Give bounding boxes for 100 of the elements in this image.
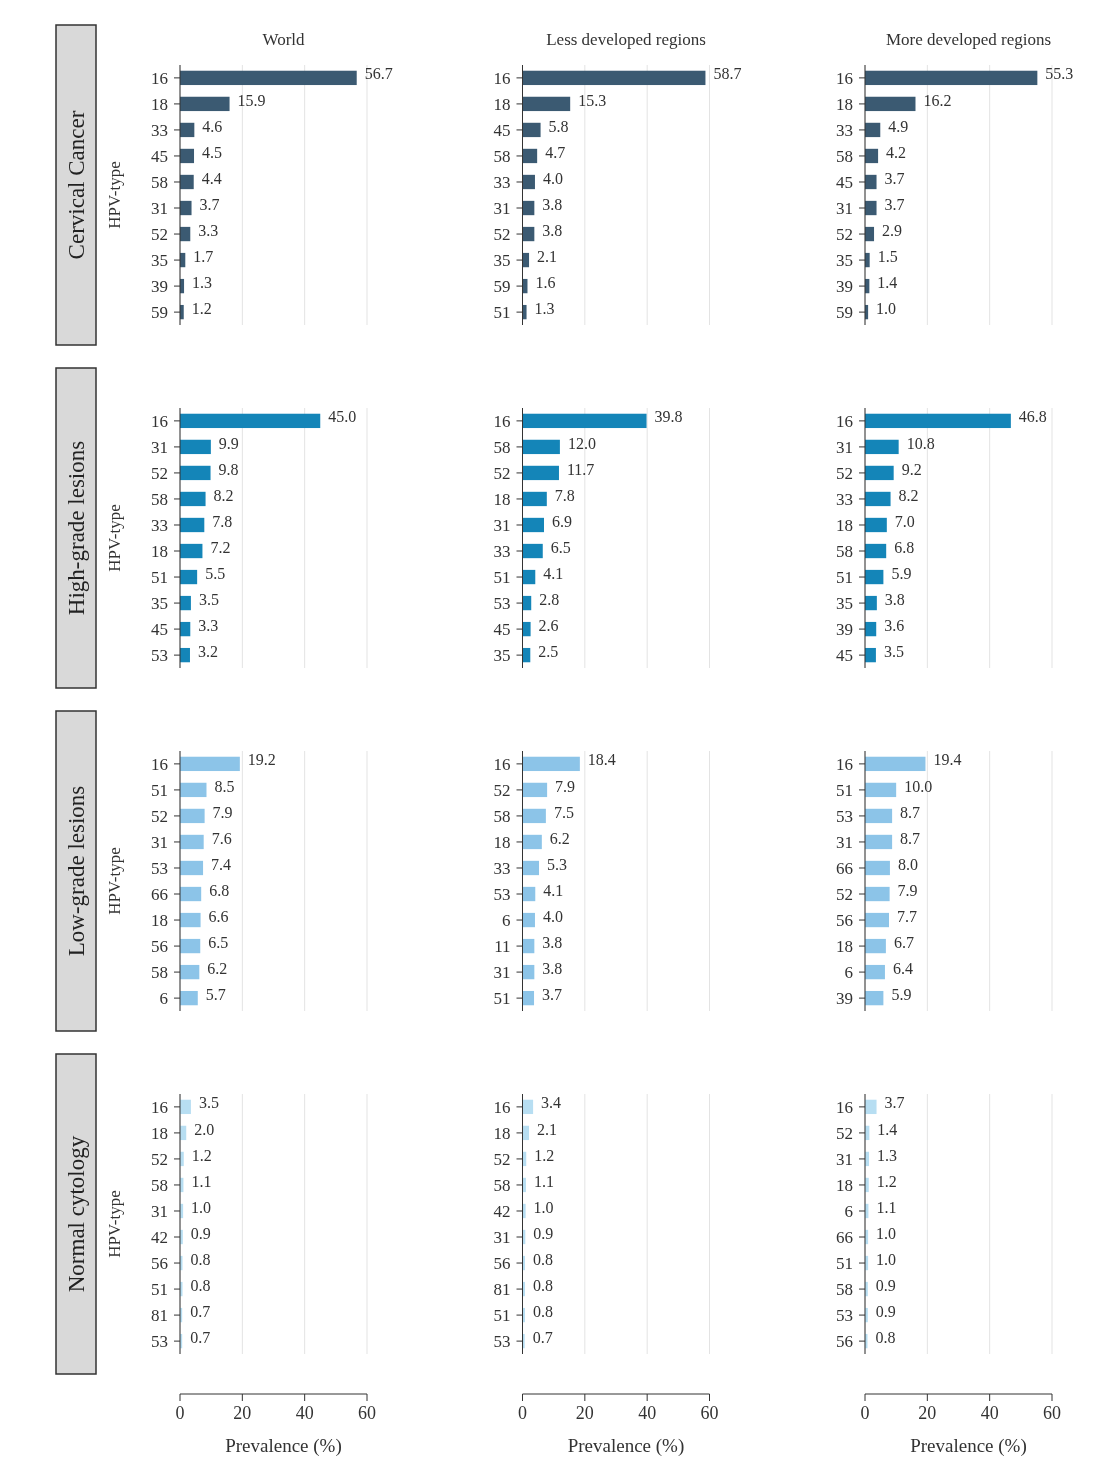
bar (180, 990, 198, 1006)
data-label: 1.1 (876, 1198, 897, 1216)
y-tick-label: 31 (493, 198, 511, 218)
y-tick-label: 31 (493, 1227, 511, 1247)
y-tick-label: 51 (151, 567, 168, 587)
bar (180, 808, 205, 824)
y-tick-label: 51 (493, 1306, 511, 1326)
data-label: 12.0 (567, 434, 596, 452)
bar (522, 912, 535, 928)
data-label: 5.9 (891, 564, 912, 582)
y-tick-label: 59 (493, 277, 511, 297)
x-tick-label: 40 (980, 1403, 999, 1423)
y-tick-label: 18 (493, 489, 511, 509)
y-tick-label: 56 (836, 1332, 853, 1352)
bar (865, 595, 877, 611)
y-tick-label: 16 (151, 411, 168, 431)
y-tick-label: 52 (151, 224, 168, 244)
y-tick-label: 35 (836, 594, 853, 614)
y-tick-label: 39 (151, 277, 168, 297)
bar (522, 621, 531, 637)
data-label: 3.8 (542, 933, 563, 951)
data-label: 3.3 (198, 616, 219, 634)
bar (522, 148, 538, 164)
y-tick-label: 31 (836, 1149, 853, 1169)
y-tick-label: 81 (493, 1280, 511, 1300)
data-label: 2.9 (882, 221, 903, 239)
bar (522, 808, 546, 824)
bar (180, 938, 201, 954)
bar (522, 990, 535, 1006)
bar (522, 413, 647, 429)
data-label: 3.3 (198, 221, 219, 239)
data-label: 7.9 (897, 881, 918, 899)
data-label: 1.4 (877, 1120, 898, 1138)
y-tick-label: 66 (836, 1227, 853, 1247)
y-tick-label: 53 (836, 806, 853, 826)
chart-title: World (262, 30, 306, 49)
bar (865, 174, 877, 190)
data-label: 8.7 (900, 803, 921, 821)
y-tick-label: 18 (836, 515, 853, 535)
data-label: 8.2 (898, 486, 919, 504)
y-axis-title: HPV-type (105, 504, 124, 572)
y-tick-label: 39 (836, 620, 853, 640)
y-tick-label: 16 (151, 68, 168, 88)
y-tick-label: 52 (836, 224, 853, 244)
x-tick-label: 40 (295, 1403, 314, 1423)
y-tick-label: 18 (151, 541, 168, 561)
x-tick-label: 0 (860, 1403, 870, 1423)
data-label: 6.2 (207, 959, 228, 977)
y-tick-label: 11 (494, 937, 511, 957)
data-label: 7.4 (211, 855, 232, 873)
y-tick-label: 45 (151, 620, 168, 640)
y-tick-label: 58 (493, 806, 511, 826)
y-tick-label: 51 (493, 303, 511, 323)
bar (522, 491, 547, 507)
x-tick-label: 20 (575, 1403, 594, 1423)
data-label: 2.0 (194, 1120, 215, 1138)
bar (865, 465, 894, 481)
data-label: 0.8 (532, 1250, 553, 1268)
y-tick-label: 33 (151, 515, 168, 535)
y-tick-label: 16 (151, 1097, 168, 1117)
x-tick-label: 20 (233, 1403, 252, 1423)
y-tick-label: 59 (836, 303, 853, 323)
bar (180, 860, 204, 876)
y-tick-label: 58 (493, 1175, 511, 1195)
y-tick-label: 6 (159, 989, 168, 1009)
y-tick-label: 53 (151, 1332, 168, 1352)
bar (180, 756, 240, 772)
bar (522, 860, 540, 876)
data-label: 4.1 (543, 881, 564, 899)
y-tick-label: 18 (151, 94, 168, 114)
y-tick-label: 56 (151, 1253, 168, 1273)
text: Cervical Cancer (64, 110, 89, 260)
data-label: 9.2 (901, 460, 922, 478)
y-tick-label: 58 (836, 1280, 853, 1300)
data-label: 0.7 (532, 1328, 553, 1346)
data-label: 7.9 (212, 803, 233, 821)
y-tick-label: 52 (836, 884, 853, 904)
bar (522, 517, 545, 533)
bar (522, 122, 541, 138)
bar (865, 148, 879, 164)
data-label: 0.8 (190, 1276, 211, 1294)
y-tick-label: 53 (493, 594, 511, 614)
data-label: 16.2 (923, 91, 952, 109)
x-tick-label: 40 (638, 1403, 657, 1423)
data-label: 6.9 (552, 512, 573, 530)
y-tick-label: 52 (151, 1149, 168, 1169)
y-tick-label: 6 (502, 910, 511, 930)
data-label: 1.2 (876, 1172, 897, 1190)
y-tick-label: 35 (493, 251, 511, 271)
data-label: 3.5 (198, 590, 219, 608)
data-label: 4.2 (886, 143, 907, 161)
data-label: 6.8 (894, 538, 915, 556)
data-label: 8.2 (213, 486, 234, 504)
y-tick-label: 58 (151, 489, 168, 509)
data-label: 8.0 (897, 855, 918, 873)
y-tick-label: 35 (836, 251, 853, 271)
y-tick-label: 53 (493, 884, 511, 904)
y-tick-label: 31 (151, 1201, 168, 1221)
data-label: 8.7 (900, 829, 921, 847)
data-label: 1.1 (191, 1172, 212, 1190)
